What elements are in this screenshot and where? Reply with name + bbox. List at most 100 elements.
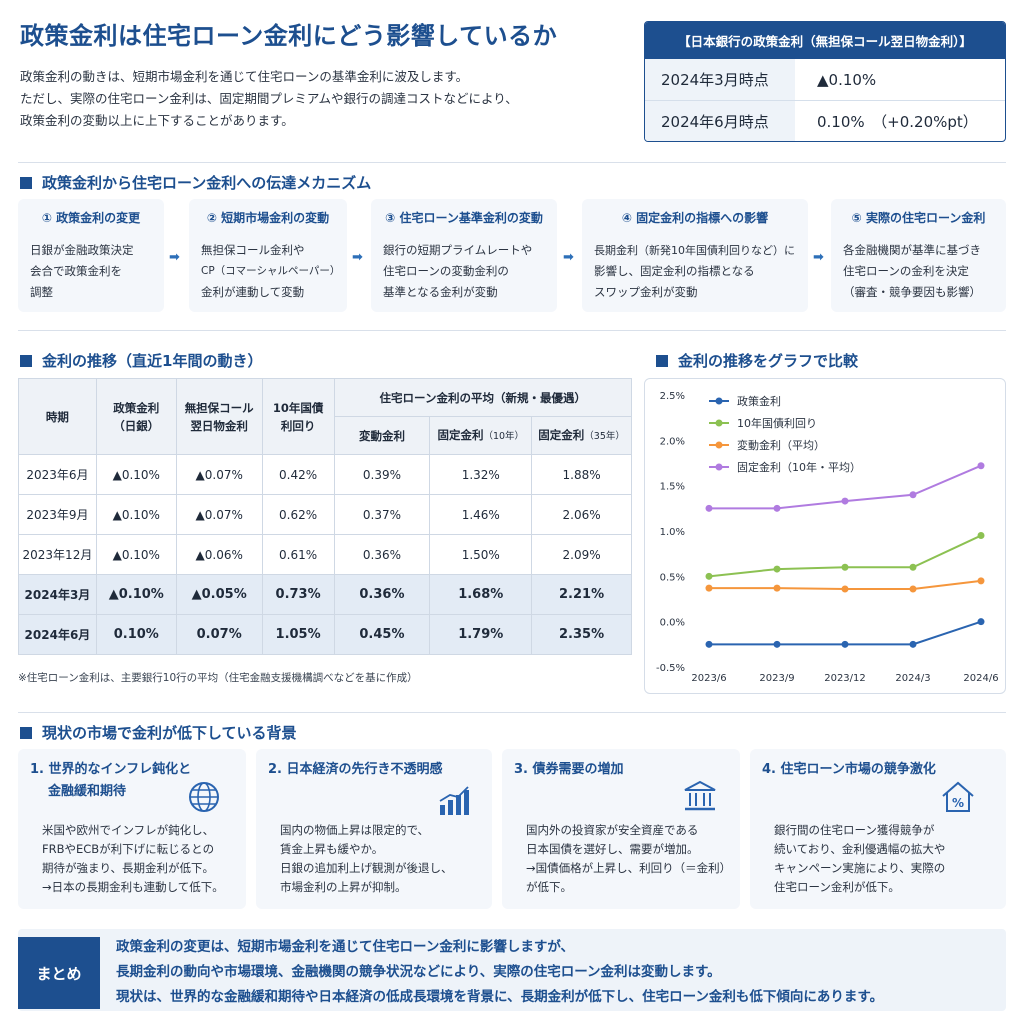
section-divider: [18, 330, 1006, 331]
step-text: 長期金利（新発10年国債利回りなど）に: [594, 244, 795, 257]
step-text: 影響し、固定金利の指標となる: [594, 264, 755, 278]
reason-text: 国内の物価上昇は限定的で、: [280, 823, 430, 837]
reason-text: 米国や欧州でインフレが鈍化し、: [42, 823, 215, 837]
legend-marker: [715, 441, 723, 449]
chart-heading-text: 金利の推移をグラフで比較: [678, 352, 859, 370]
cell-fixed35: 2.21%: [531, 574, 632, 615]
intro-line: 政策金利の動きは、短期市場金利を通じて住宅ローンの基準金利に波及します。: [20, 69, 469, 84]
data-point: [977, 532, 985, 540]
reason-text: 賃金上昇も緩やか。: [280, 842, 384, 856]
y-tick-label: 2.0%: [660, 436, 685, 447]
policy-rate-header: 【日本銀行の政策金利（無担保コール翌日物金利）】: [645, 22, 1005, 59]
x-tick-label: 2023/6: [691, 673, 726, 684]
policy-rate-row: 2024年6月時点 0.10% （+0.20%pt）: [645, 100, 1005, 141]
legend-label: 固定金利（10年・平均）: [737, 460, 861, 474]
x-tick-label: 2024/3: [895, 673, 930, 684]
legend-label: 10年国債利回り: [737, 416, 817, 430]
reason-title: 4. 住宅ローン市場の競争激化: [762, 762, 936, 777]
col-header-period: 時期: [18, 378, 97, 455]
intro-line: 政策金利の変動以上に上下することがあります。: [20, 113, 294, 128]
svg-text:%: %: [952, 796, 964, 810]
cell-jgb: 1.05%: [261, 614, 335, 655]
col-header-line: 無担保コール: [184, 400, 254, 415]
heading-square-icon: [20, 354, 32, 367]
cell-call: 0.07%: [175, 614, 263, 655]
mechanism-step-1: ① 政策金利の変更 日銀が金融政策決定 会合で政策金利を 調整: [18, 199, 164, 312]
arrow-right-icon: ➡: [813, 250, 824, 265]
col-header-fixed10: 固定金利（10年）: [429, 416, 533, 455]
col-header-call: 無担保コール 翌日物金利: [175, 378, 263, 455]
data-point: [773, 584, 781, 592]
mechanism-heading: 政策金利から住宅ローン金利への伝達メカニズム: [20, 172, 371, 193]
y-tick-label: 0.0%: [660, 618, 685, 629]
x-tick-label: 2023/9: [759, 673, 794, 684]
data-point: [977, 618, 985, 626]
cell-period: 2023年9月: [18, 494, 97, 535]
step-text: 住宅ローンの金利を決定: [843, 264, 969, 278]
y-tick-label: 0.5%: [660, 572, 685, 583]
heading-square-icon: [20, 726, 32, 739]
y-tick-label: 1.0%: [660, 527, 685, 538]
table-row-highlighted: 2024年6月 0.10% 0.07% 1.05% 0.45% 1.79% 2.…: [18, 614, 632, 655]
reason-text: 銀行間の住宅ローン獲得競争が: [774, 823, 935, 837]
page-title: 政策金利は住宅ローン金利にどう影響しているか: [20, 22, 558, 50]
col-header-line: 翌日物金利: [190, 418, 248, 433]
mechanism-step-2: ② 短期市場金利の変動 無担保コール金利や CP（コマーシャルペーパー） 金利が…: [189, 199, 347, 312]
cell-jgb: 0.62%: [261, 494, 335, 535]
step-text: CP（コマーシャルペーパー）: [201, 265, 341, 277]
step-text: 日銀が金融政策決定: [30, 243, 134, 257]
cell-variable: 0.36%: [333, 534, 431, 575]
cell-variable: 0.37%: [333, 494, 431, 535]
cell-policy: ▲0.10%: [95, 534, 177, 575]
cell-period: 2024年3月: [18, 574, 97, 615]
data-point: [909, 491, 917, 499]
cell-period: 2023年12月: [18, 534, 97, 575]
mechanism-step-4: ④ 固定金利の指標への影響 長期金利（新発10年国債利回りなど）に 影響し、固定…: [582, 199, 808, 312]
col-header-line: 10年国債: [272, 400, 324, 415]
table-row-highlighted: 2024年3月 ▲0.10% ▲0.05% 0.73% 0.36% 1.68% …: [18, 574, 632, 615]
policy-rate-label: 2024年6月時点: [645, 101, 795, 141]
data-point: [705, 640, 713, 648]
col-header-line: 政策金利: [113, 400, 160, 415]
intro-line: ただし、実際の住宅ローン金利は、固定期間プレミアムや銀行の調達コストなどにより、: [20, 91, 518, 106]
step-title: ④ 固定金利の指標への影響: [621, 211, 769, 225]
data-point: [977, 577, 985, 585]
house-percent-icon: %: [942, 781, 974, 812]
step-text: 金利が連動して変動: [201, 285, 305, 299]
reason-card-2: 2. 日本経済の先行き不透明感 国内の物価上昇は限定的で、 賃金上昇も緩やか。 …: [256, 749, 492, 909]
legend-label: 政策金利: [737, 394, 781, 408]
cell-call: ▲0.06%: [175, 534, 263, 575]
cell-fixed10: 1.46%: [429, 494, 533, 535]
step-text: （審査・競争要因も影響）: [843, 285, 981, 299]
col-header-sub: （10年）: [483, 430, 525, 442]
reason-text: →国債価格が上昇し、利回り（＝金利）: [526, 861, 732, 875]
col-header-policy: 政策金利 （日銀）: [95, 378, 177, 455]
data-point: [773, 565, 781, 573]
cell-call: ▲0.05%: [175, 574, 263, 615]
col-header-fixed35: 固定金利（35年）: [531, 416, 632, 455]
reasons-heading: 現状の市場で金利が低下している背景: [20, 722, 297, 743]
legend-marker: [715, 463, 723, 471]
reason-title: 3. 債券需要の増加: [514, 762, 624, 777]
bar-chart-icon: [439, 786, 469, 815]
reasons-heading-text: 現状の市場で金利が低下している背景: [42, 724, 297, 742]
cell-jgb: 0.73%: [261, 574, 335, 615]
data-point: [705, 572, 713, 580]
data-point: [773, 640, 781, 648]
line-chart-svg: 2.5% 2.0% 1.5% 1.0% 0.5% 0.0% -0.5% 2023/6 2023/…: [656, 391, 999, 684]
cell-call: ▲0.07%: [175, 494, 263, 535]
summary-line: 長期金利の動向や市場環境、金融機関の競争状況などにより、実際の住宅ローン金利は変…: [116, 964, 721, 980]
col-header-sub: （35年）: [584, 430, 625, 442]
summary-line: 政策金利の変更は、短期市場金利を通じて住宅ローン金利に影響しますが、: [116, 939, 575, 955]
reason-text: 市場金利の上昇が抑制。: [280, 880, 407, 894]
section-divider: [18, 712, 1006, 713]
step-text: 銀行の短期プライムレートや: [383, 243, 533, 257]
data-point: [841, 497, 849, 505]
table-footnote: ※住宅ローン金利は、主要銀行10行の平均（住宅金融支援機構調べなどを基に作成）: [18, 672, 418, 684]
x-tick-label: 2023/12: [824, 673, 866, 684]
summary-line: 現状は、世界的な金融緩和期待や日本経済の低成長環境を背景に、長期金利が低下し、住…: [116, 989, 884, 1005]
cell-fixed10: 1.32%: [429, 454, 533, 495]
reason-card-4: 4. 住宅ローン市場の競争激化 % 銀行間の住宅ローン獲得競争が 続いており、金…: [750, 749, 1006, 909]
summary-box: まとめ 政策金利の変更は、短期市場金利を通じて住宅ローン金利に影響しますが、 長…: [18, 929, 1006, 1011]
table-row: 2023年12月 ▲0.10% ▲0.06% 0.61% 0.36% 1.50%…: [18, 534, 632, 575]
